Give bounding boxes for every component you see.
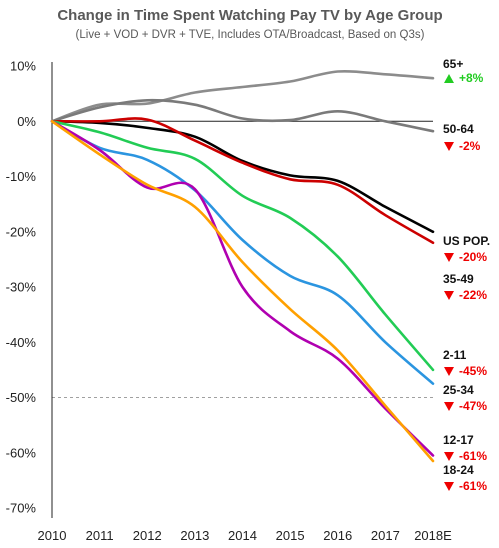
triangle-down-icon <box>444 142 454 151</box>
x-tick-label: 2015 <box>276 528 305 543</box>
series-change-label: -20% <box>459 250 487 264</box>
series-line <box>50 120 435 463</box>
series-name-label: US POP. <box>443 234 490 248</box>
series-name-label: 12-17 <box>443 433 474 447</box>
series-change-label: -2% <box>459 139 481 153</box>
y-tick-label: -50% <box>6 390 37 405</box>
chart-title: Change in Time Spent Watching Pay TV by … <box>57 7 442 24</box>
axes <box>51 62 433 518</box>
series-line <box>50 120 435 234</box>
series-line <box>50 98 435 133</box>
chart-subtitle: (Live + VOD + DVR + TVE, Includes OTA/Br… <box>76 29 425 41</box>
x-tick-label: 2018E <box>414 528 452 543</box>
series-line <box>50 117 435 245</box>
y-tick-label: -20% <box>6 224 37 239</box>
series-name-label: 18-24 <box>443 463 474 477</box>
series-labels: 65++8% 50-64 -2% US POP. -20% 35-49 -22% 2-11 -4… <box>443 57 490 493</box>
series-change-label: +8% <box>459 71 484 85</box>
y-tick-label: 0% <box>17 114 36 129</box>
series-name-label: 2-11 <box>443 348 467 362</box>
triangle-down-icon <box>444 482 454 491</box>
triangle-up-icon <box>444 74 454 83</box>
series-name-label: 25-34 <box>443 383 474 397</box>
x-tick-label: 2014 <box>228 528 257 543</box>
series-change-label: -45% <box>459 364 487 378</box>
y-tick-label: -40% <box>6 335 37 350</box>
x-tick-label: 2012 <box>133 528 162 543</box>
triangle-down-icon <box>444 402 454 411</box>
series-line <box>50 120 435 372</box>
x-tick-label: 2016 <box>323 528 352 543</box>
series-change-label: -61% <box>459 479 487 493</box>
triangle-down-icon <box>444 291 454 300</box>
x-tick-label: 2011 <box>86 528 114 543</box>
series-change-label: -47% <box>459 399 487 413</box>
series-line <box>50 120 435 385</box>
y-tick-label: -70% <box>6 501 37 516</box>
y-tick-label: -10% <box>6 169 37 184</box>
x-tick-labels: 2010 2011 2012 2013 2014 2015 2016 2017 2018E <box>38 528 453 543</box>
x-tick-label: 2010 <box>38 528 67 543</box>
series-name-label: 35-49 <box>443 272 474 286</box>
series-change-label: -61% <box>459 449 487 463</box>
series-line <box>50 120 435 457</box>
y-tick-labels: 10% 0% -10% -20% -30% -40% -50% -60% -70% <box>6 59 37 516</box>
triangle-down-icon <box>444 452 454 461</box>
triangle-down-icon <box>444 367 454 376</box>
y-tick-label: -30% <box>6 280 37 295</box>
y-tick-label: -60% <box>6 445 37 460</box>
x-tick-label: 2017 <box>371 528 400 543</box>
triangle-down-icon <box>444 253 454 262</box>
series-name-label: 65+ <box>443 57 463 71</box>
series-change-label: -22% <box>459 288 487 302</box>
y-tick-label: 10% <box>10 59 36 74</box>
series-name-label: 50-64 <box>443 122 474 136</box>
series-line <box>50 69 435 123</box>
series-lines <box>50 69 435 463</box>
x-tick-label: 2013 <box>180 528 209 543</box>
